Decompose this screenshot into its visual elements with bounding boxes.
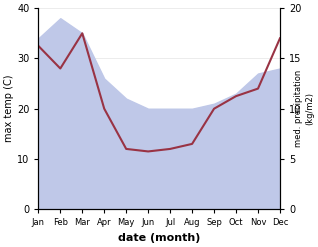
Y-axis label: med. precipitation
(kg/m2): med. precipitation (kg/m2) <box>294 70 314 147</box>
X-axis label: date (month): date (month) <box>118 233 200 243</box>
Y-axis label: max temp (C): max temp (C) <box>4 75 14 143</box>
